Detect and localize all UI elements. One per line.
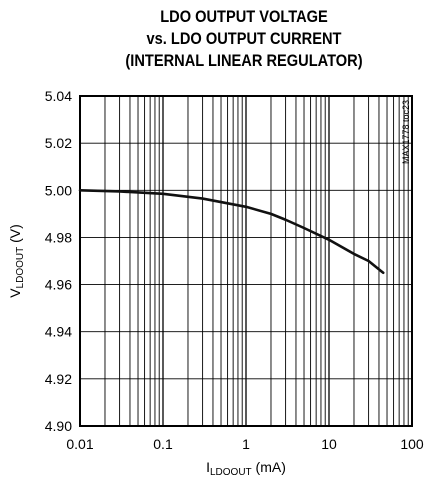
figure-code-annotation: MAX1778 toc23	[401, 100, 411, 164]
y-axis-label: VLDOOUT (V)	[7, 224, 26, 298]
x-axis-label: ILDOOUT (mA)	[206, 459, 286, 478]
x-tick-label: 0.01	[66, 436, 93, 452]
y-tick-label: 5.00	[45, 182, 72, 198]
y-axis-label-sub: LDOOUT	[15, 247, 26, 289]
series-line	[78, 188, 385, 275]
x-axis-label-unit: (mA)	[252, 459, 286, 475]
x-tick-label: 1	[242, 436, 250, 452]
chart-title-line-2: vs. LDO OUTPUT CURRENT	[146, 29, 342, 48]
x-tick-label: 100	[400, 436, 424, 452]
x-axis-label-sub: LDOOUT	[210, 467, 252, 478]
chart-title: LDO OUTPUT VOLTAGE vs. LDO OUTPUT CURREN…	[86, 6, 402, 72]
chart-title-line-3: (INTERNAL LINEAR REGULATOR)	[125, 51, 363, 70]
x-axis-label-main: I	[206, 459, 210, 475]
y-tick-label: 4.90	[45, 418, 72, 434]
y-tick-label: 4.92	[45, 371, 72, 387]
y-tick-label: 5.02	[45, 135, 72, 151]
y-tick-label: 4.98	[45, 229, 72, 245]
grid	[80, 95, 412, 427]
plot-frame	[79, 95, 413, 427]
y-tick-label: 5.04	[45, 88, 72, 104]
series-layer	[78, 188, 385, 275]
y-tick-labels: 4.90 4.92 4.94 4.96 4.98 5.00 5.02 5.04	[45, 88, 72, 434]
x-tick-label: 0.1	[153, 436, 173, 452]
chart-title-line-1: LDO OUTPUT VOLTAGE	[160, 7, 328, 26]
y-tick-label: 4.94	[45, 324, 72, 340]
x-tick-label: 10	[321, 436, 337, 452]
x-tick-labels: 0.01 0.1 1 10 100	[66, 436, 424, 452]
y-axis-label-main: V	[7, 288, 23, 298]
y-axis-label-unit: (V)	[7, 224, 23, 247]
y-tick-label: 4.96	[45, 277, 72, 293]
